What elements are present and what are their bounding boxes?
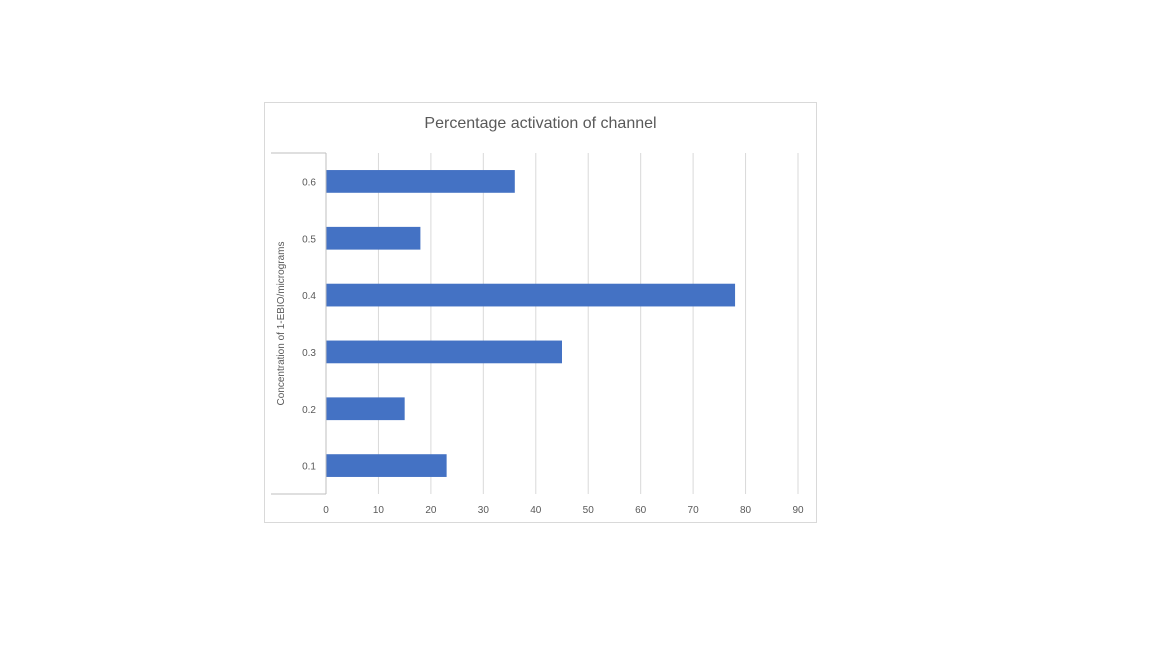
bar (326, 226, 421, 250)
bar (326, 170, 515, 193)
x-tick-label: 0 (323, 505, 329, 516)
axes (271, 152, 327, 495)
x-tick-label: 40 (530, 505, 542, 516)
x-tick-label: 80 (740, 505, 752, 516)
chart-title: Percentage activation of channel (424, 115, 657, 132)
grid-lines (377, 153, 799, 494)
bars (326, 170, 736, 477)
chart-frame: Percentage activation of channel 0 10 20 30… (264, 102, 817, 523)
x-tick-label: 70 (688, 505, 700, 516)
y-tick-label: 0.6 (302, 177, 316, 188)
y-axis-title: Concentration of 1-EBIO/micrograms (276, 242, 287, 406)
bar (326, 340, 562, 364)
bar (326, 454, 447, 477)
y-tick-label: 0.3 (302, 348, 316, 359)
x-tick-label: 30 (478, 505, 490, 516)
y-tick-label: 0.5 (302, 234, 316, 245)
y-tick-label: 0.1 (302, 462, 316, 473)
y-tick-label: 0.2 (302, 405, 316, 416)
y-tick-label: 0.4 (302, 291, 316, 302)
x-tick-label: 90 (792, 505, 804, 516)
bar-chart-plot: 0 10 20 30 40 50 60 70 80 90 0.1 0.2 0.3 0.4 0.5 0.6 Co… (271, 152, 804, 516)
x-tick-label: 10 (373, 505, 385, 516)
bar (326, 283, 736, 307)
tick-labels: 0 10 20 30 40 50 60 70 80 90 0.1 0.2 0.3 0.4 0.5 0.6 (302, 177, 804, 516)
x-tick-label: 20 (425, 505, 437, 516)
x-tick-label: 60 (635, 505, 647, 516)
x-tick-label: 50 (583, 505, 595, 516)
bar (326, 397, 405, 421)
